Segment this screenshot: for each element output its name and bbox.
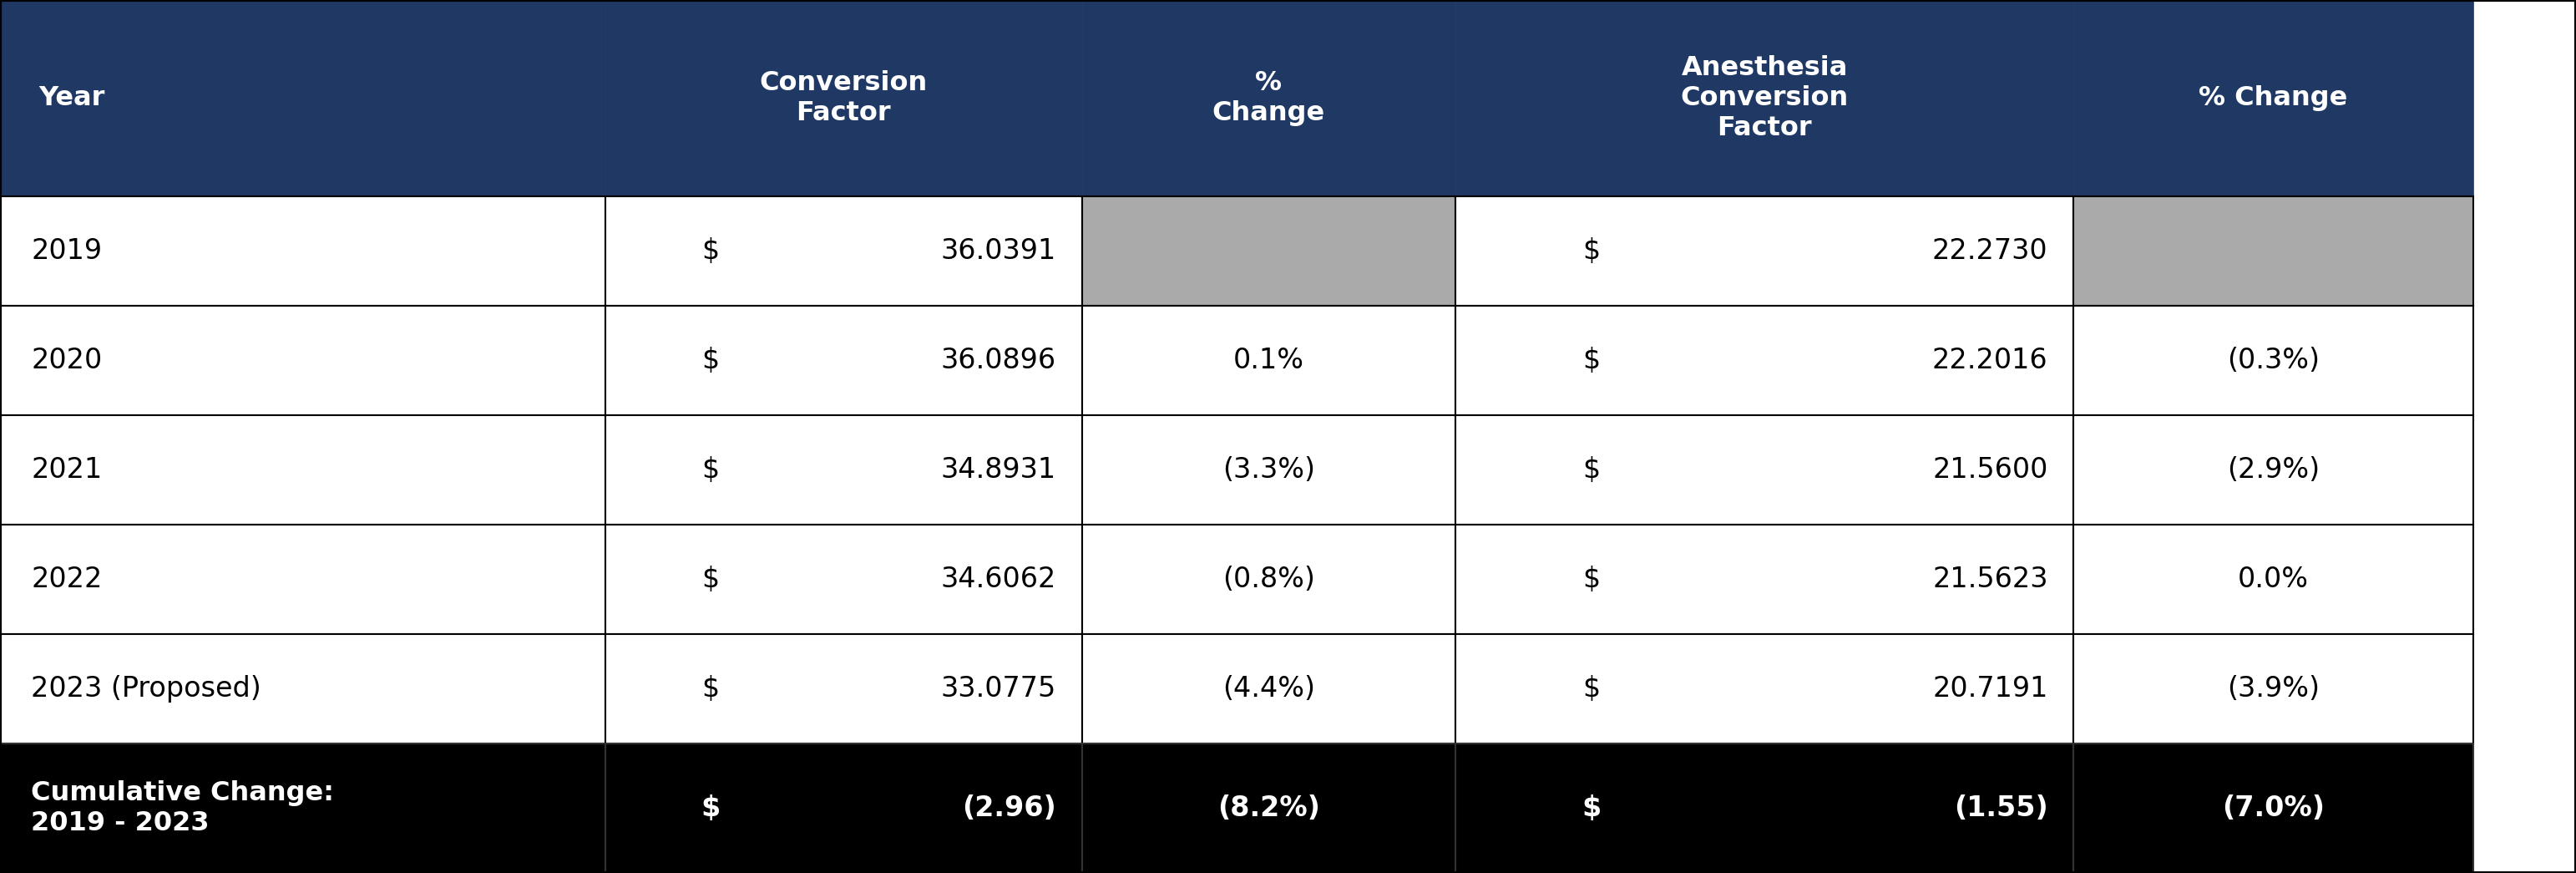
Text: Conversion
Factor: Conversion Factor bbox=[760, 70, 927, 126]
Text: 0.0%: 0.0% bbox=[2239, 566, 2308, 593]
Bar bbox=[2074, 0, 2473, 196]
Bar bbox=[2074, 525, 2473, 634]
Bar bbox=[2074, 744, 2473, 873]
Bar bbox=[605, 634, 1082, 744]
Bar bbox=[1082, 0, 1455, 196]
Text: (3.9%): (3.9%) bbox=[2228, 675, 2318, 703]
Text: Year: Year bbox=[39, 86, 106, 111]
Text: (0.8%): (0.8%) bbox=[1224, 566, 1314, 593]
Text: (7.0%): (7.0%) bbox=[2223, 794, 2324, 822]
Text: $: $ bbox=[1582, 566, 1600, 593]
Text: 21.5600: 21.5600 bbox=[1932, 456, 2048, 484]
Bar bbox=[0, 525, 605, 634]
Text: (1.55): (1.55) bbox=[1953, 794, 2048, 822]
Bar bbox=[2074, 416, 2473, 525]
Bar bbox=[605, 306, 1082, 416]
Bar bbox=[2074, 634, 2473, 744]
Text: $: $ bbox=[701, 237, 719, 265]
Bar bbox=[0, 306, 605, 416]
Bar bbox=[0, 0, 605, 196]
Bar bbox=[1455, 416, 2074, 525]
Bar bbox=[605, 196, 1082, 306]
Text: 34.8931: 34.8931 bbox=[940, 456, 1056, 484]
Text: $: $ bbox=[701, 794, 719, 822]
Text: $: $ bbox=[701, 566, 719, 593]
Bar bbox=[605, 744, 1082, 873]
Text: %
Change: % Change bbox=[1213, 70, 1324, 126]
Bar bbox=[0, 416, 605, 525]
Text: 2019: 2019 bbox=[31, 237, 103, 265]
Bar bbox=[1082, 744, 1455, 873]
Bar bbox=[1455, 0, 2074, 196]
Text: (0.3%): (0.3%) bbox=[2228, 347, 2318, 375]
Bar bbox=[0, 634, 605, 744]
Bar bbox=[1082, 416, 1455, 525]
Text: 36.0896: 36.0896 bbox=[940, 347, 1056, 375]
Bar bbox=[1082, 196, 1455, 306]
Text: (4.4%): (4.4%) bbox=[1224, 675, 1314, 703]
Bar bbox=[1082, 634, 1455, 744]
Text: 34.6062: 34.6062 bbox=[940, 566, 1056, 593]
Text: (3.3%): (3.3%) bbox=[1224, 456, 1314, 484]
Text: 0.1%: 0.1% bbox=[1234, 347, 1303, 375]
Bar bbox=[1082, 306, 1455, 416]
Text: $: $ bbox=[1582, 237, 1600, 265]
Bar bbox=[0, 196, 605, 306]
Bar bbox=[2074, 306, 2473, 416]
Text: 22.2016: 22.2016 bbox=[1932, 347, 2048, 375]
Text: (2.96): (2.96) bbox=[961, 794, 1056, 822]
Text: $: $ bbox=[1582, 347, 1600, 375]
Text: 2022: 2022 bbox=[31, 566, 103, 593]
Text: $: $ bbox=[1582, 456, 1600, 484]
Bar bbox=[1455, 744, 2074, 873]
Text: $: $ bbox=[701, 456, 719, 484]
Bar bbox=[2074, 196, 2473, 306]
Bar bbox=[1455, 306, 2074, 416]
Text: 21.5623: 21.5623 bbox=[1932, 566, 2048, 593]
Bar bbox=[605, 416, 1082, 525]
Text: 22.2730: 22.2730 bbox=[1932, 237, 2048, 265]
Bar bbox=[605, 0, 1082, 196]
Bar bbox=[1455, 196, 2074, 306]
Text: $: $ bbox=[1582, 675, 1600, 703]
Text: 2021: 2021 bbox=[31, 456, 103, 484]
Bar bbox=[1455, 525, 2074, 634]
Text: 36.0391: 36.0391 bbox=[940, 237, 1056, 265]
Bar bbox=[1082, 525, 1455, 634]
Text: $: $ bbox=[1582, 794, 1602, 822]
Text: Anesthesia
Conversion
Factor: Anesthesia Conversion Factor bbox=[1680, 55, 1850, 141]
Text: 2023 (Proposed): 2023 (Proposed) bbox=[31, 675, 260, 703]
Text: $: $ bbox=[701, 347, 719, 375]
Text: $: $ bbox=[701, 675, 719, 703]
Bar bbox=[605, 525, 1082, 634]
Bar bbox=[1455, 634, 2074, 744]
Text: Cumulative Change:
2019 - 2023: Cumulative Change: 2019 - 2023 bbox=[31, 780, 335, 836]
Text: % Change: % Change bbox=[2200, 86, 2347, 111]
Text: (2.9%): (2.9%) bbox=[2226, 456, 2321, 484]
Text: 2020: 2020 bbox=[31, 347, 103, 375]
Bar bbox=[0, 744, 605, 873]
Text: 33.0775: 33.0775 bbox=[940, 675, 1056, 703]
Text: (8.2%): (8.2%) bbox=[1218, 794, 1319, 822]
Text: 20.7191: 20.7191 bbox=[1932, 675, 2048, 703]
